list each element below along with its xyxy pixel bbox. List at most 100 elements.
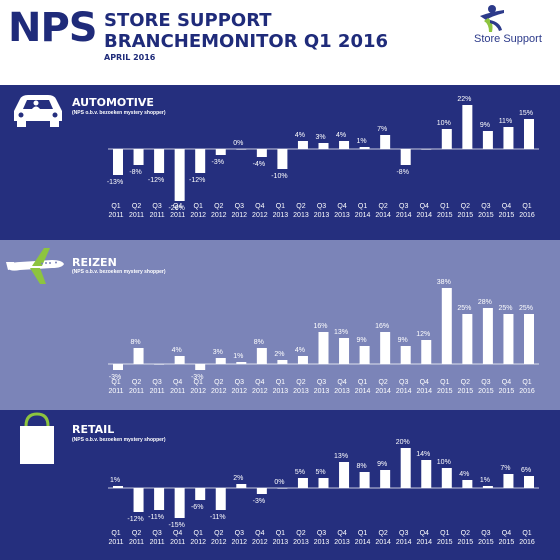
reizen-data-label: 4%: [172, 347, 182, 354]
automotive-data-label: -3%: [212, 159, 224, 166]
retail-tick-label-year: 2013: [334, 539, 350, 546]
reizen-tick-label-quarter: Q2: [461, 379, 470, 386]
automotive-bar: [421, 149, 432, 150]
retail-bar: [133, 488, 144, 512]
reizen-tick-label-year: 2013: [293, 388, 309, 395]
reizen-bar: [503, 314, 514, 364]
automotive-tick-label-quarter: Q4: [173, 203, 182, 210]
retail-tick-label-quarter: Q4: [255, 530, 264, 537]
retail-data-label: 20%: [396, 439, 410, 446]
retail-tick-label-quarter: Q3: [152, 530, 161, 537]
reizen-data-label: 16%: [375, 323, 389, 330]
retail-data-label: 6%: [521, 467, 531, 474]
automotive-title: AUTOMOTIVE: [72, 96, 154, 109]
reizen-data-label: 8%: [130, 339, 140, 346]
retail-tick-label-year: 2011: [108, 539, 123, 546]
retail-bar: [359, 472, 370, 488]
reizen-tick-label-year: 2011: [150, 388, 165, 395]
automotive-tick-label-year: 2012: [252, 212, 268, 219]
retail-data-label: 1%: [110, 477, 120, 484]
reizen-tick-label-quarter: Q4: [502, 379, 511, 386]
reizen-tick-label-quarter: Q2: [296, 379, 305, 386]
reizen-tick-label-quarter: Q3: [235, 379, 244, 386]
retail-bar: [256, 488, 267, 494]
automotive-bar: [133, 149, 144, 165]
retail-data-label: -3%: [253, 498, 265, 505]
retail-tick-label-year: 2014: [355, 539, 371, 546]
automotive-data-label: -8%: [129, 169, 141, 176]
reizen-tick-label-quarter: Q3: [481, 379, 490, 386]
reizen-tick-label-year: 2016: [519, 388, 535, 395]
retail-data-label: 14%: [416, 451, 430, 458]
reizen-tick-label-quarter: Q2: [378, 379, 387, 386]
reizen-tick-label-quarter: Q4: [173, 379, 182, 386]
reizen-tick-label-year: 2012: [190, 388, 206, 395]
automotive-tick-label-year: 2011: [150, 212, 165, 219]
reizen-bar: [297, 356, 308, 364]
retail-data-label: 2%: [233, 475, 243, 482]
reizen-data-label: 38%: [437, 279, 451, 286]
automotive-tick-label-year: 2012: [190, 212, 206, 219]
automotive-tick-label-quarter: Q3: [481, 203, 490, 210]
automotive-tick-label-quarter: Q1: [111, 203, 120, 210]
automotive-data-label: 3%: [315, 134, 325, 141]
automotive-bar: [339, 141, 350, 149]
reizen-tick-label-year: 2012: [252, 388, 268, 395]
retail-bar: [297, 478, 308, 488]
reizen-data-label: 2%: [274, 351, 284, 358]
automotive-tick-label-year: 2016: [519, 212, 535, 219]
retail-bar: [482, 486, 493, 488]
reizen-bar: [421, 340, 432, 364]
retail-bar: [524, 476, 534, 488]
retail-tick-label-quarter: Q3: [235, 530, 244, 537]
retail-data-label: 1%: [480, 477, 490, 484]
automotive-bar: [195, 149, 206, 173]
retail-title: RETAIL: [72, 423, 115, 436]
retail-tick-label-year: 2011: [170, 539, 185, 546]
retail-data-label: 10%: [437, 459, 451, 466]
automotive-tick-label-year: 2015: [458, 212, 474, 219]
reizen-tick-label-quarter: Q3: [152, 379, 161, 386]
reizen-tick-label-year: 2011: [170, 388, 185, 395]
retail-tick-label-quarter: Q4: [502, 530, 511, 537]
automotive-bar: [380, 135, 391, 149]
automotive-tick-label-quarter: Q2: [132, 203, 141, 210]
retail-bar: [441, 468, 452, 488]
retail-tick-label-year: 2011: [150, 539, 165, 546]
automotive-tick-label-year: 2014: [416, 212, 432, 219]
reizen-tick-label-quarter: Q4: [255, 379, 264, 386]
retail-bar: [277, 488, 288, 489]
reizen-tick-label-quarter: Q1: [358, 379, 367, 386]
reizen-bar: [236, 362, 247, 364]
reizen-bar: [441, 288, 452, 364]
retail-tick-label-year: 2012: [211, 539, 227, 546]
reizen-tick-label-year: 2012: [211, 388, 227, 395]
reizen-data-label: 9%: [357, 337, 367, 344]
retail-tick-label-quarter: Q4: [337, 530, 346, 537]
retail-tick-label-year: 2015: [499, 539, 515, 546]
automotive-data-label: -26%: [168, 205, 184, 212]
reizen-tick-label-year: 2011: [129, 388, 144, 395]
retail-data-label: 7%: [500, 465, 510, 472]
reizen-subtitle: (NPS o.b.v. bezoeken mystery shopper): [72, 269, 166, 275]
reizen-data-label: 28%: [478, 299, 492, 306]
reizen-data-label: 4%: [295, 347, 305, 354]
automotive-tick-label-year: 2012: [211, 212, 227, 219]
reizen-bar: [524, 314, 534, 364]
reizen-tick-label-year: 2015: [458, 388, 474, 395]
retail-tick-label-year: 2012: [252, 539, 268, 546]
automotive-data-label: 11%: [499, 118, 513, 125]
retail-data-label: -12%: [127, 516, 143, 523]
reizen-data-label: 25%: [498, 305, 512, 312]
automotive-data-label: 9%: [480, 122, 490, 129]
reizen-tick-label-year: 2012: [232, 388, 248, 395]
retail-data-label: -15%: [168, 522, 184, 529]
reizen-bar: [400, 346, 411, 364]
car-icon: [14, 95, 62, 127]
retail-tick-label-quarter: Q1: [358, 530, 367, 537]
reizen-tick-label-year: 2011: [108, 388, 123, 395]
retail-tick-label-quarter: Q2: [296, 530, 305, 537]
retail-bar: [380, 470, 391, 488]
automotive-data-label: 4%: [295, 132, 305, 139]
